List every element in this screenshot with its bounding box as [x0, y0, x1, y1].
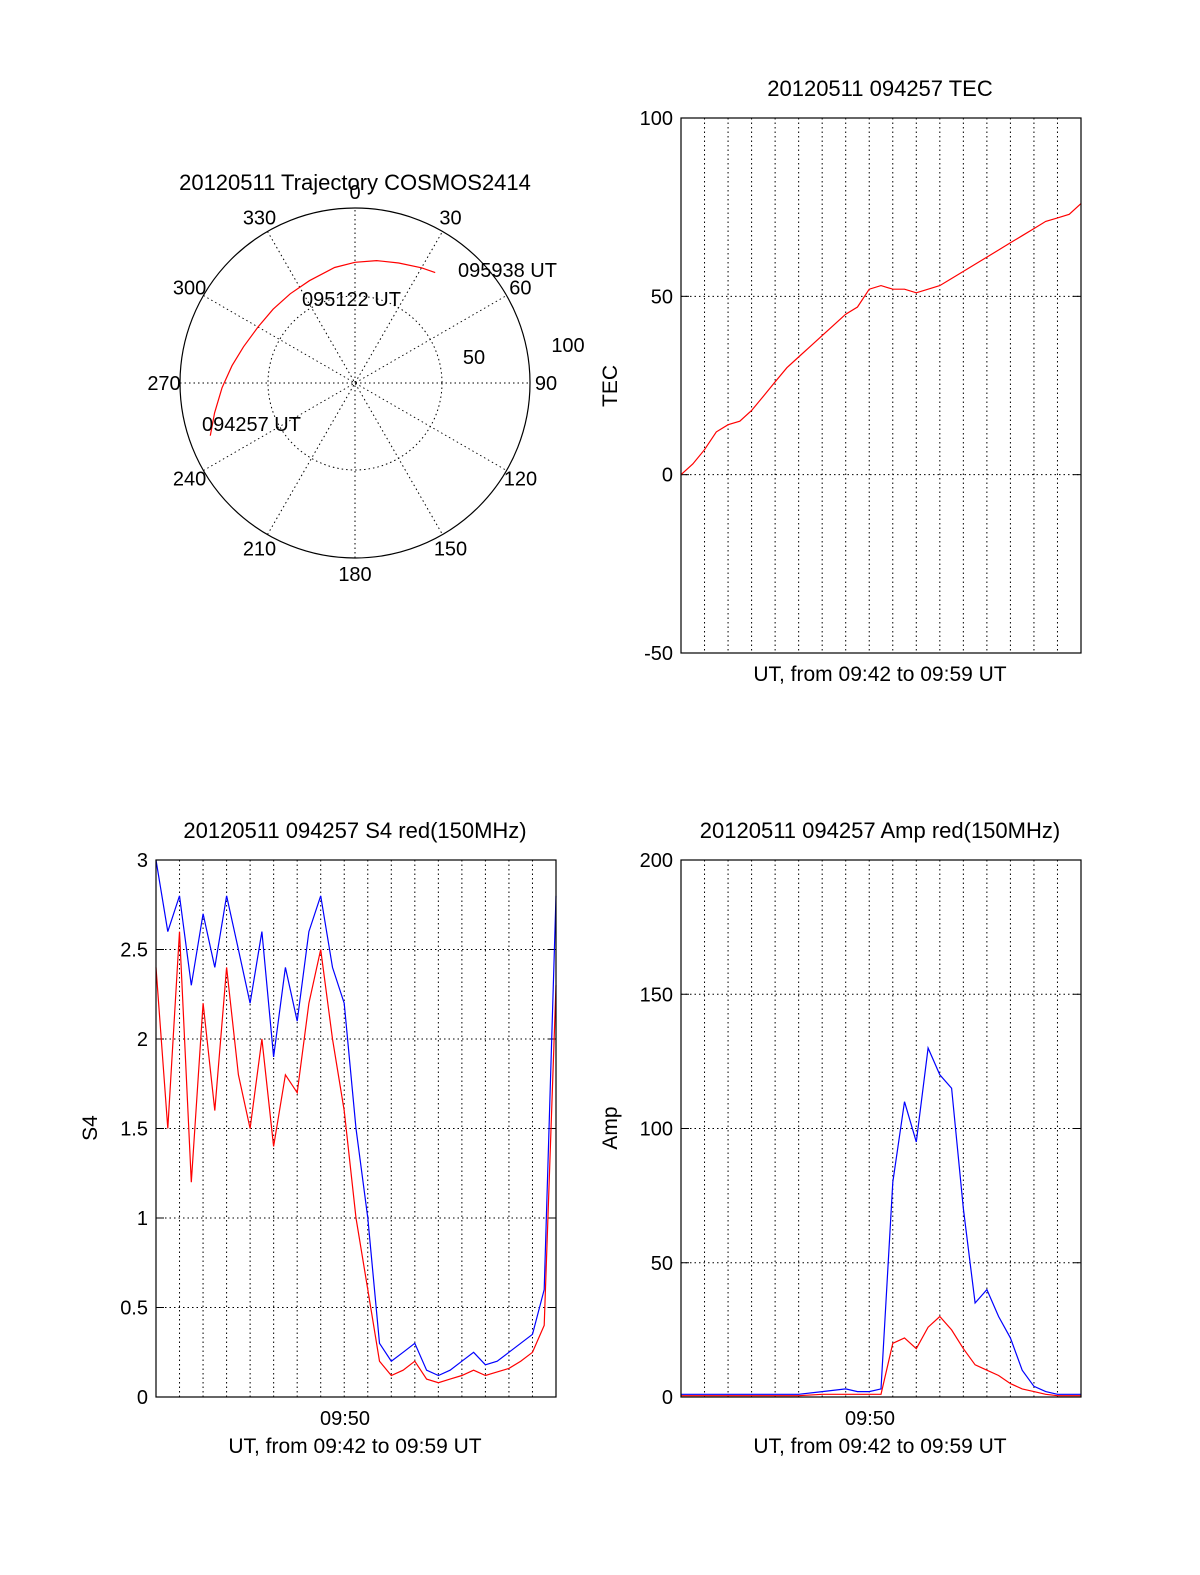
polar-azimuth-label: 180: [338, 564, 371, 586]
y-tick-label: 3: [137, 850, 148, 872]
amp-title: 20120511 094257 Amp red(150MHz): [700, 818, 1060, 843]
polar-azimuth-label: 90: [535, 373, 557, 395]
polar-azimuth-label: 300: [173, 278, 206, 300]
y-tick-label: 0: [137, 1387, 148, 1409]
amp-x-tick-label: 09:50: [845, 1408, 895, 1430]
s4-plot-frame: [155, 859, 557, 1398]
polar-track-line: [209, 259, 436, 436]
y-tick-label: 0: [662, 465, 673, 487]
s4-y-ticks: 3 2.5 2 1.5 1 0.5 0: [120, 850, 556, 1409]
y-tick-label: 100: [640, 1119, 673, 1141]
tec-plot-frame: [680, 117, 1082, 654]
s4-red-series-line: [155, 931, 557, 1384]
amp-plot-frame: [680, 859, 1082, 1398]
s4-blue-series-line: [155, 859, 557, 1377]
s4-chart-panel: 20120511 094257 S4 red(150MHz) 3 2.5 2 1.5 1…: [79, 818, 557, 1458]
polar-azimuth-label: 240: [173, 469, 206, 491]
polar-azimuth-labels: 0 30 60 90 120 150 180 210 240 270 300 330: [147, 182, 557, 586]
tec-y-ticks: 100 50 0 -50: [640, 108, 1081, 665]
tec-series-line: [680, 203, 1082, 476]
y-tick-label: 1.5: [120, 1119, 148, 1141]
polar-azimuth-label: 330: [243, 208, 276, 230]
y-tick-label: -50: [644, 643, 673, 665]
y-tick-label: 0.5: [120, 1298, 148, 1320]
tec-chart-panel: 20120511 094257 TEC 100 50 0 -50 TEC UT, fr…: [599, 76, 1082, 686]
amp-grid: [681, 860, 1081, 1397]
s4-x-axis-label: UT, from 09:42 to 09:59 UT: [228, 1435, 481, 1458]
y-tick-label: 50: [651, 286, 673, 308]
polar-azimuth-label: 0: [349, 182, 360, 204]
y-tick-label: 200: [640, 850, 673, 872]
polar-azimuth-label: 60: [509, 278, 531, 300]
polar-annotation-mid: 095122 UT: [302, 289, 401, 311]
s4-x-tick-label: 09:50: [320, 1408, 370, 1430]
y-tick-label: 50: [651, 1253, 673, 1275]
tec-title: 20120511 094257 TEC: [767, 76, 993, 101]
amp-red-series-line: [681, 1315, 1081, 1397]
polar-annotation-end: 095938 UT: [458, 260, 557, 282]
s4-y-axis-label: S4: [79, 1115, 102, 1141]
amp-y-axis-label: Amp: [599, 1106, 622, 1149]
polar-trajectory-panel: 20120511 Trajectory COSMOS2414 0 30 60 90 12…: [147, 170, 584, 586]
polar-azimuth-label: 270: [147, 373, 180, 395]
y-tick-label: 1: [137, 1208, 148, 1230]
amp-blue-series-line: [681, 1045, 1081, 1395]
s4-grid: [156, 860, 556, 1397]
y-tick-label: 150: [640, 984, 673, 1006]
tec-y-axis-label: TEC: [599, 365, 622, 407]
polar-radius-label-100: 100: [551, 335, 584, 357]
amp-y-ticks: 200 150 100 50 0: [640, 850, 1081, 1409]
tec-x-axis-label: UT, from 09:42 to 09:59 UT: [753, 663, 1006, 686]
polar-radius-label-50: 50: [463, 347, 485, 369]
y-tick-label: 100: [640, 108, 673, 130]
polar-annotation-start: 094257 UT: [202, 414, 301, 436]
polar-title: 20120511 Trajectory COSMOS2414: [179, 170, 531, 195]
amp-x-axis-label: UT, from 09:42 to 09:59 UT: [753, 1435, 1006, 1458]
polar-inner-ring: [267, 295, 443, 471]
polar-azimuth-label: 30: [439, 208, 461, 230]
y-tick-label: 2.5: [120, 940, 148, 962]
amp-chart-panel: 20120511 094257 Amp red(150MHz) 200 150 10…: [599, 818, 1082, 1458]
polar-azimuth-label: 120: [504, 469, 537, 491]
tec-grid: [681, 118, 1081, 653]
y-tick-label: 0: [662, 1387, 673, 1409]
y-tick-label: 2: [137, 1029, 148, 1051]
polar-azimuth-label: 150: [434, 538, 467, 560]
s4-title: 20120511 094257 S4 red(150MHz): [183, 818, 526, 843]
polar-azimuth-label: 210: [243, 538, 276, 560]
